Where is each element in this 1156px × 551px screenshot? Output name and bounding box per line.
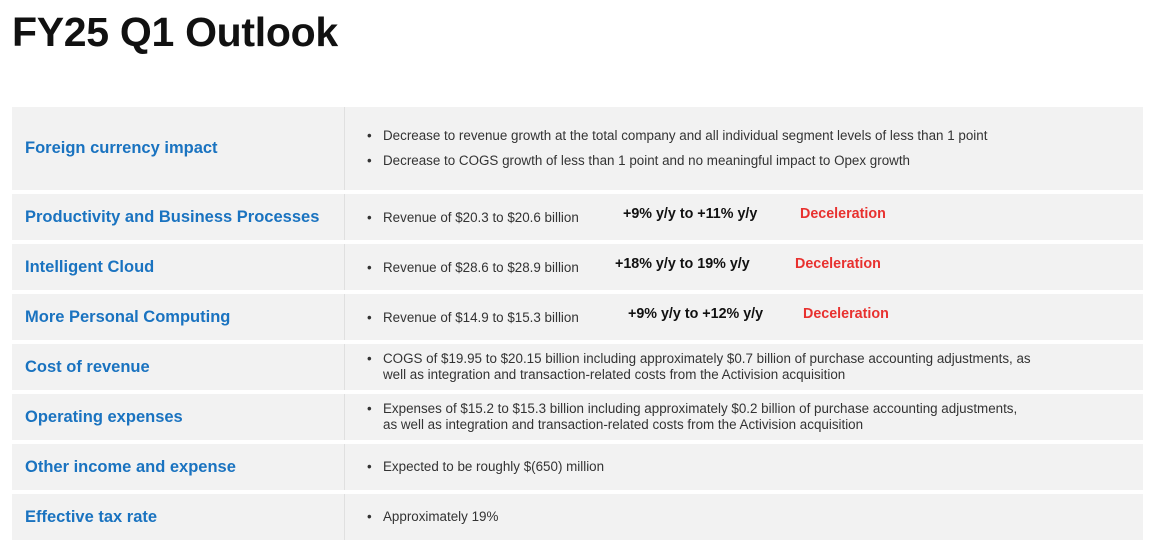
row-content-intelligent-cloud: • Revenue of $28.6 to $28.9 billion +18%… — [345, 244, 1143, 290]
row-label-cost-of-revenue: Cost of revenue — [12, 344, 345, 390]
revenue-range: Revenue of $14.9 to $15.3 billion — [383, 309, 579, 325]
table-row-operating-expenses: Operating expenses • Expenses of $15.2 t… — [12, 394, 1143, 440]
growth-rate: +9% y/y to +12% y/y — [628, 306, 764, 322]
bullet-item: • Revenue of $20.3 to $20.6 billion +9% … — [367, 206, 1133, 225]
row-content-productivity: • Revenue of $20.3 to $20.6 billion +9% … — [345, 194, 1143, 240]
trend-badge: Deceleration — [795, 256, 881, 272]
outlook-table: Foreign currency impact • Decrease to re… — [12, 107, 1143, 544]
bullet-text: Approximately 19% — [383, 509, 499, 524]
bullet-text: Decrease to revenue growth at the total … — [383, 128, 988, 143]
row-label-more-personal-computing: More Personal Computing — [12, 294, 345, 340]
bullet-item: • Decrease to COGS growth of less than 1… — [367, 153, 1133, 169]
row-content-effective-tax-rate: • Approximately 19% — [345, 494, 1143, 540]
bullet-text: Decrease to COGS growth of less than 1 p… — [383, 153, 910, 168]
table-row-other-income: Other income and expense • Expected to b… — [12, 444, 1143, 490]
table-row-cost-of-revenue: Cost of revenue • COGS of $19.95 to $20.… — [12, 344, 1143, 390]
bullet-item: • Approximately 19% — [367, 509, 1133, 525]
bullet-dot: • — [367, 351, 372, 366]
bullet-text-line: Expenses of $15.2 to $15.3 billion inclu… — [383, 401, 1018, 416]
revenue-range: Revenue of $28.6 to $28.9 billion — [383, 259, 579, 275]
bullet-text: COGS of $19.95 to $20.15 billion includi… — [383, 351, 1133, 383]
bullet-item: • Revenue of $14.9 to $15.3 billion +9% … — [367, 306, 1133, 325]
row-content-more-personal-computing: • Revenue of $14.9 to $15.3 billion +9% … — [345, 294, 1143, 340]
bullet-dot: • — [367, 309, 372, 325]
bullet-dot: • — [367, 128, 372, 143]
table-row-effective-tax-rate: Effective tax rate • Approximately 19% — [12, 494, 1143, 540]
trend-badge: Deceleration — [800, 206, 886, 222]
table-row-more-personal-computing: More Personal Computing • Revenue of $14… — [12, 294, 1143, 340]
row-content-operating-expenses: • Expenses of $15.2 to $15.3 billion inc… — [345, 394, 1143, 440]
page-title: FY25 Q1 Outlook — [12, 9, 338, 55]
row-label-operating-expenses: Operating expenses — [12, 394, 345, 440]
table-row-foreign-currency: Foreign currency impact • Decrease to re… — [12, 107, 1143, 190]
bullet-dot: • — [367, 509, 372, 524]
bullet-dot: • — [367, 459, 372, 474]
bullet-text: Expenses of $15.2 to $15.3 billion inclu… — [383, 401, 1133, 433]
row-label-foreign-currency: Foreign currency impact — [12, 107, 345, 190]
bullet-dot: • — [367, 153, 372, 168]
row-label-intelligent-cloud: Intelligent Cloud — [12, 244, 345, 290]
growth-rate: +9% y/y to +11% y/y — [623, 206, 758, 222]
row-label-productivity: Productivity and Business Processes — [12, 194, 345, 240]
row-content-other-income: • Expected to be roughly $(650) million — [345, 444, 1143, 490]
bullet-item: • COGS of $19.95 to $20.15 billion inclu… — [367, 351, 1133, 383]
row-content-cost-of-revenue: • COGS of $19.95 to $20.15 billion inclu… — [345, 344, 1143, 390]
row-label-effective-tax-rate: Effective tax rate — [12, 494, 345, 540]
bullet-item: • Expenses of $15.2 to $15.3 billion inc… — [367, 401, 1133, 433]
bullet-dot: • — [367, 259, 372, 275]
growth-rate: +18% y/y to 19% y/y — [615, 256, 750, 272]
bullet-dot: • — [367, 209, 372, 225]
bullet-text-line: as well as integration and transaction-r… — [383, 417, 864, 432]
bullet-item: • Revenue of $28.6 to $28.9 billion +18%… — [367, 256, 1133, 275]
bullet-item: • Decrease to revenue growth at the tota… — [367, 128, 1133, 144]
table-row-intelligent-cloud: Intelligent Cloud • Revenue of $28.6 to … — [12, 244, 1143, 290]
row-content-foreign-currency: • Decrease to revenue growth at the tota… — [345, 107, 1143, 190]
row-label-other-income: Other income and expense — [12, 444, 345, 490]
bullet-text-line: COGS of $19.95 to $20.15 billion includi… — [383, 351, 1031, 366]
trend-badge: Deceleration — [803, 306, 889, 322]
bullet-item: • Expected to be roughly $(650) million — [367, 459, 1133, 475]
bullet-text: Expected to be roughly $(650) million — [383, 459, 605, 474]
bullet-dot: • — [367, 401, 372, 416]
revenue-range: Revenue of $20.3 to $20.6 billion — [383, 209, 579, 225]
bullet-text-line: well as integration and transaction-rela… — [383, 367, 846, 382]
table-row-productivity: Productivity and Business Processes • Re… — [12, 194, 1143, 240]
